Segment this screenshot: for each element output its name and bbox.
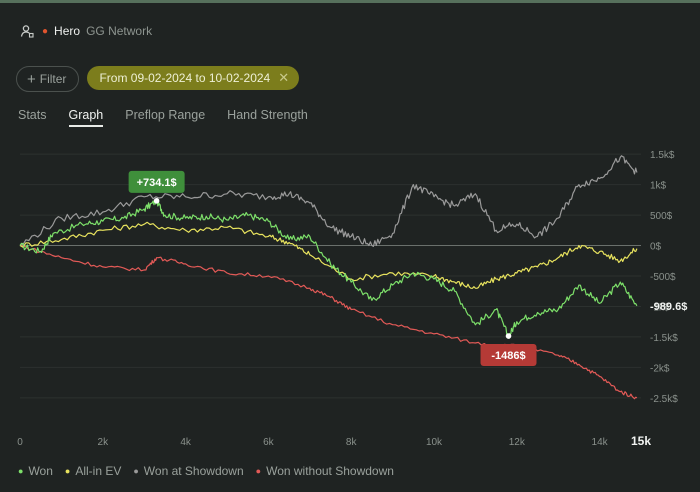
- legend-dot-icon: ●: [64, 466, 71, 476]
- player-name: Hero: [54, 24, 81, 38]
- x-tick-label: 2k: [98, 437, 110, 448]
- legend-item-won-without-showdown[interactable]: ● Won without Showdown: [256, 464, 394, 478]
- x-tick-label: 14k: [592, 437, 609, 448]
- callout-label: +734.1$: [137, 177, 177, 189]
- callout-box: [480, 344, 537, 367]
- filter-button-label: Filter: [39, 72, 67, 86]
- legend-label: Won without Showdown: [266, 464, 394, 478]
- window-top-accent: [0, 0, 700, 3]
- y-tick-label: 0$: [650, 242, 662, 253]
- tab-preflop-range[interactable]: Preflop Range: [125, 108, 206, 122]
- x-tick-label: 15k: [631, 434, 651, 448]
- tab-stats[interactable]: Stats: [18, 108, 47, 122]
- profit-graph[interactable]: 1.5k$ 1k$ 500$ 0$ -500$ -1k$ -1.5k$ -2k$ -2.5k$ 0…: [0, 130, 700, 455]
- x-tick-label: 12k: [509, 437, 526, 448]
- plus-icon: +: [27, 70, 36, 88]
- y-tick-label: -500$: [650, 272, 676, 283]
- x-tick-label: 8k: [346, 437, 358, 448]
- y-tick-label: 1.5k$: [650, 150, 675, 161]
- close-icon[interactable]: ✕: [278, 70, 290, 85]
- y-tick-label: -2k$: [650, 363, 670, 374]
- callout-label: -1486$: [491, 350, 525, 362]
- status-dot-icon: ●: [42, 25, 49, 37]
- series-line-won-at-showdown: [19, 155, 638, 248]
- legend-label: Won: [28, 464, 53, 478]
- callout-box: [128, 170, 185, 193]
- date-range-label: From 09-02-2024 to 10-02-2024: [99, 71, 271, 85]
- legend-item-all-in-ev[interactable]: ● All-in EV: [65, 464, 121, 478]
- y-tick-label: -1.5k$: [650, 333, 678, 344]
- header: ● Hero GG Network: [20, 24, 152, 38]
- tab-graph[interactable]: Graph: [68, 108, 104, 127]
- network-name: GG Network: [86, 24, 153, 38]
- callout-point: [505, 333, 512, 339]
- y-tick-label: -2.5k$: [650, 394, 678, 405]
- final-value-label: -989.6$: [650, 301, 687, 313]
- legend-dot-icon: ●: [255, 466, 262, 476]
- user-icon: [20, 25, 34, 38]
- y-tick-label: 1k$: [650, 181, 667, 192]
- legend-dot-icon: ●: [133, 466, 139, 476]
- legend-item-won-at-showdown[interactable]: ● Won at Showdown: [133, 464, 243, 478]
- chart-legend: ● Won ● All-in EV ● Won at Showdown ● Wo…: [18, 464, 394, 478]
- series-line-won-without-showdown: [19, 244, 638, 400]
- x-tick-label: 0: [17, 437, 23, 448]
- x-tick-label: 4k: [180, 437, 192, 448]
- tab-hand-strength[interactable]: Hand Strength: [227, 108, 308, 122]
- x-tick-label: 6k: [263, 437, 275, 448]
- y-tick-label: 500$: [650, 211, 673, 222]
- tab-bar: Stats Graph Preflop Range Hand Strength: [18, 108, 308, 127]
- series-line-won: [19, 197, 638, 339]
- callout-point: [153, 198, 160, 204]
- filter-bar: + Filter From 09-02-2024 to 10-02-2024 ✕: [16, 66, 300, 92]
- legend-label: All-in EV: [75, 464, 122, 478]
- series-line-all-in-ev: [19, 221, 638, 289]
- legend-item-won[interactable]: ● Won: [18, 464, 53, 478]
- date-range-chip[interactable]: From 09-02-2024 to 10-02-2024 ✕: [87, 66, 300, 90]
- legend-label: Won at Showdown: [143, 464, 244, 478]
- filter-button[interactable]: + Filter: [16, 66, 80, 92]
- x-tick-label: 10k: [426, 437, 443, 448]
- legend-dot-icon: ●: [18, 466, 24, 476]
- y-tick-label: -1k$: [650, 302, 670, 313]
